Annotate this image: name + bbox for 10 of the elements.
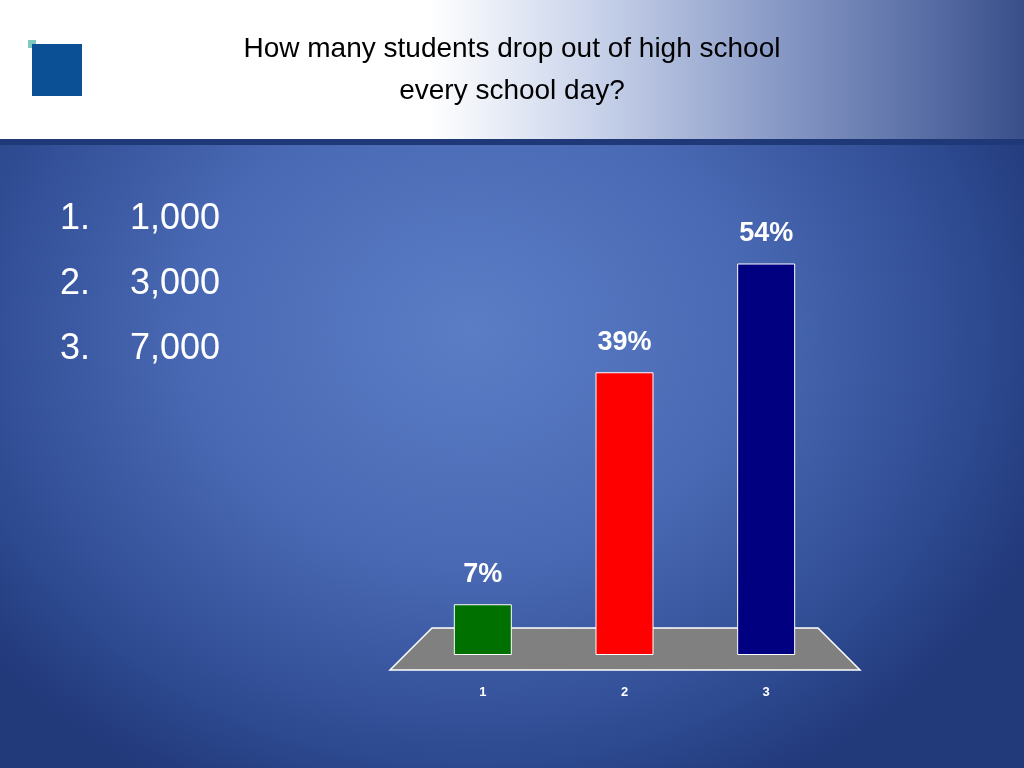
text: 1. 1,000 (60, 195, 221, 239)
chart-title: How many students drop out of high school every school day? (242, 31, 782, 107)
text: 3. 7,000 (60, 325, 221, 369)
data-label: 39% (597, 325, 652, 356)
x-tick-label: 2 (620, 684, 629, 699)
x-tick-label: 1 (479, 684, 487, 699)
x-tick-label: 3 (762, 684, 770, 699)
data-label: 7% (463, 557, 503, 588)
data-label: 54% (739, 217, 794, 247)
text: 2. 3,000 (60, 260, 221, 304)
